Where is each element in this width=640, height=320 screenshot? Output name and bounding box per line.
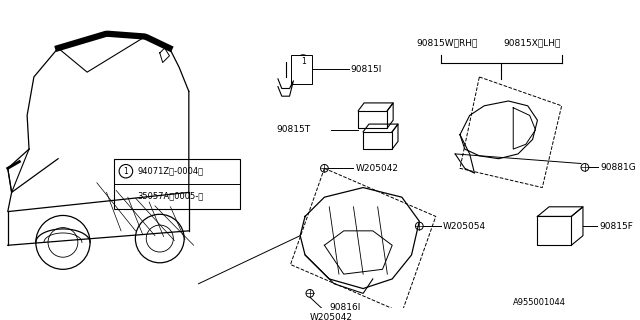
Text: 90815I: 90815I [351,65,382,74]
Bar [291,55,312,84]
Text: W205042: W205042 [310,313,353,320]
Text: W205042: W205042 [355,164,398,173]
Bar [115,159,240,209]
Text: 90881G: 90881G [600,163,636,172]
Text: 90815X＜LH＞: 90815X＜LH＞ [504,39,561,48]
Text: 1: 1 [301,57,305,66]
Text: 90815F: 90815F [600,221,634,230]
Text: 1: 1 [124,167,128,176]
Text: 90815T: 90815T [276,125,310,134]
Text: A955001044: A955001044 [513,298,566,307]
Text: 94071Z＜-0004＞: 94071Z＜-0004＞ [138,167,204,176]
Text: 35057A（0005-）: 35057A（0005-） [138,192,204,201]
Text: 90815W＜RH＞: 90815W＜RH＞ [417,39,478,48]
Text: 90816I: 90816I [329,303,360,312]
Text: W205054: W205054 [442,221,486,230]
